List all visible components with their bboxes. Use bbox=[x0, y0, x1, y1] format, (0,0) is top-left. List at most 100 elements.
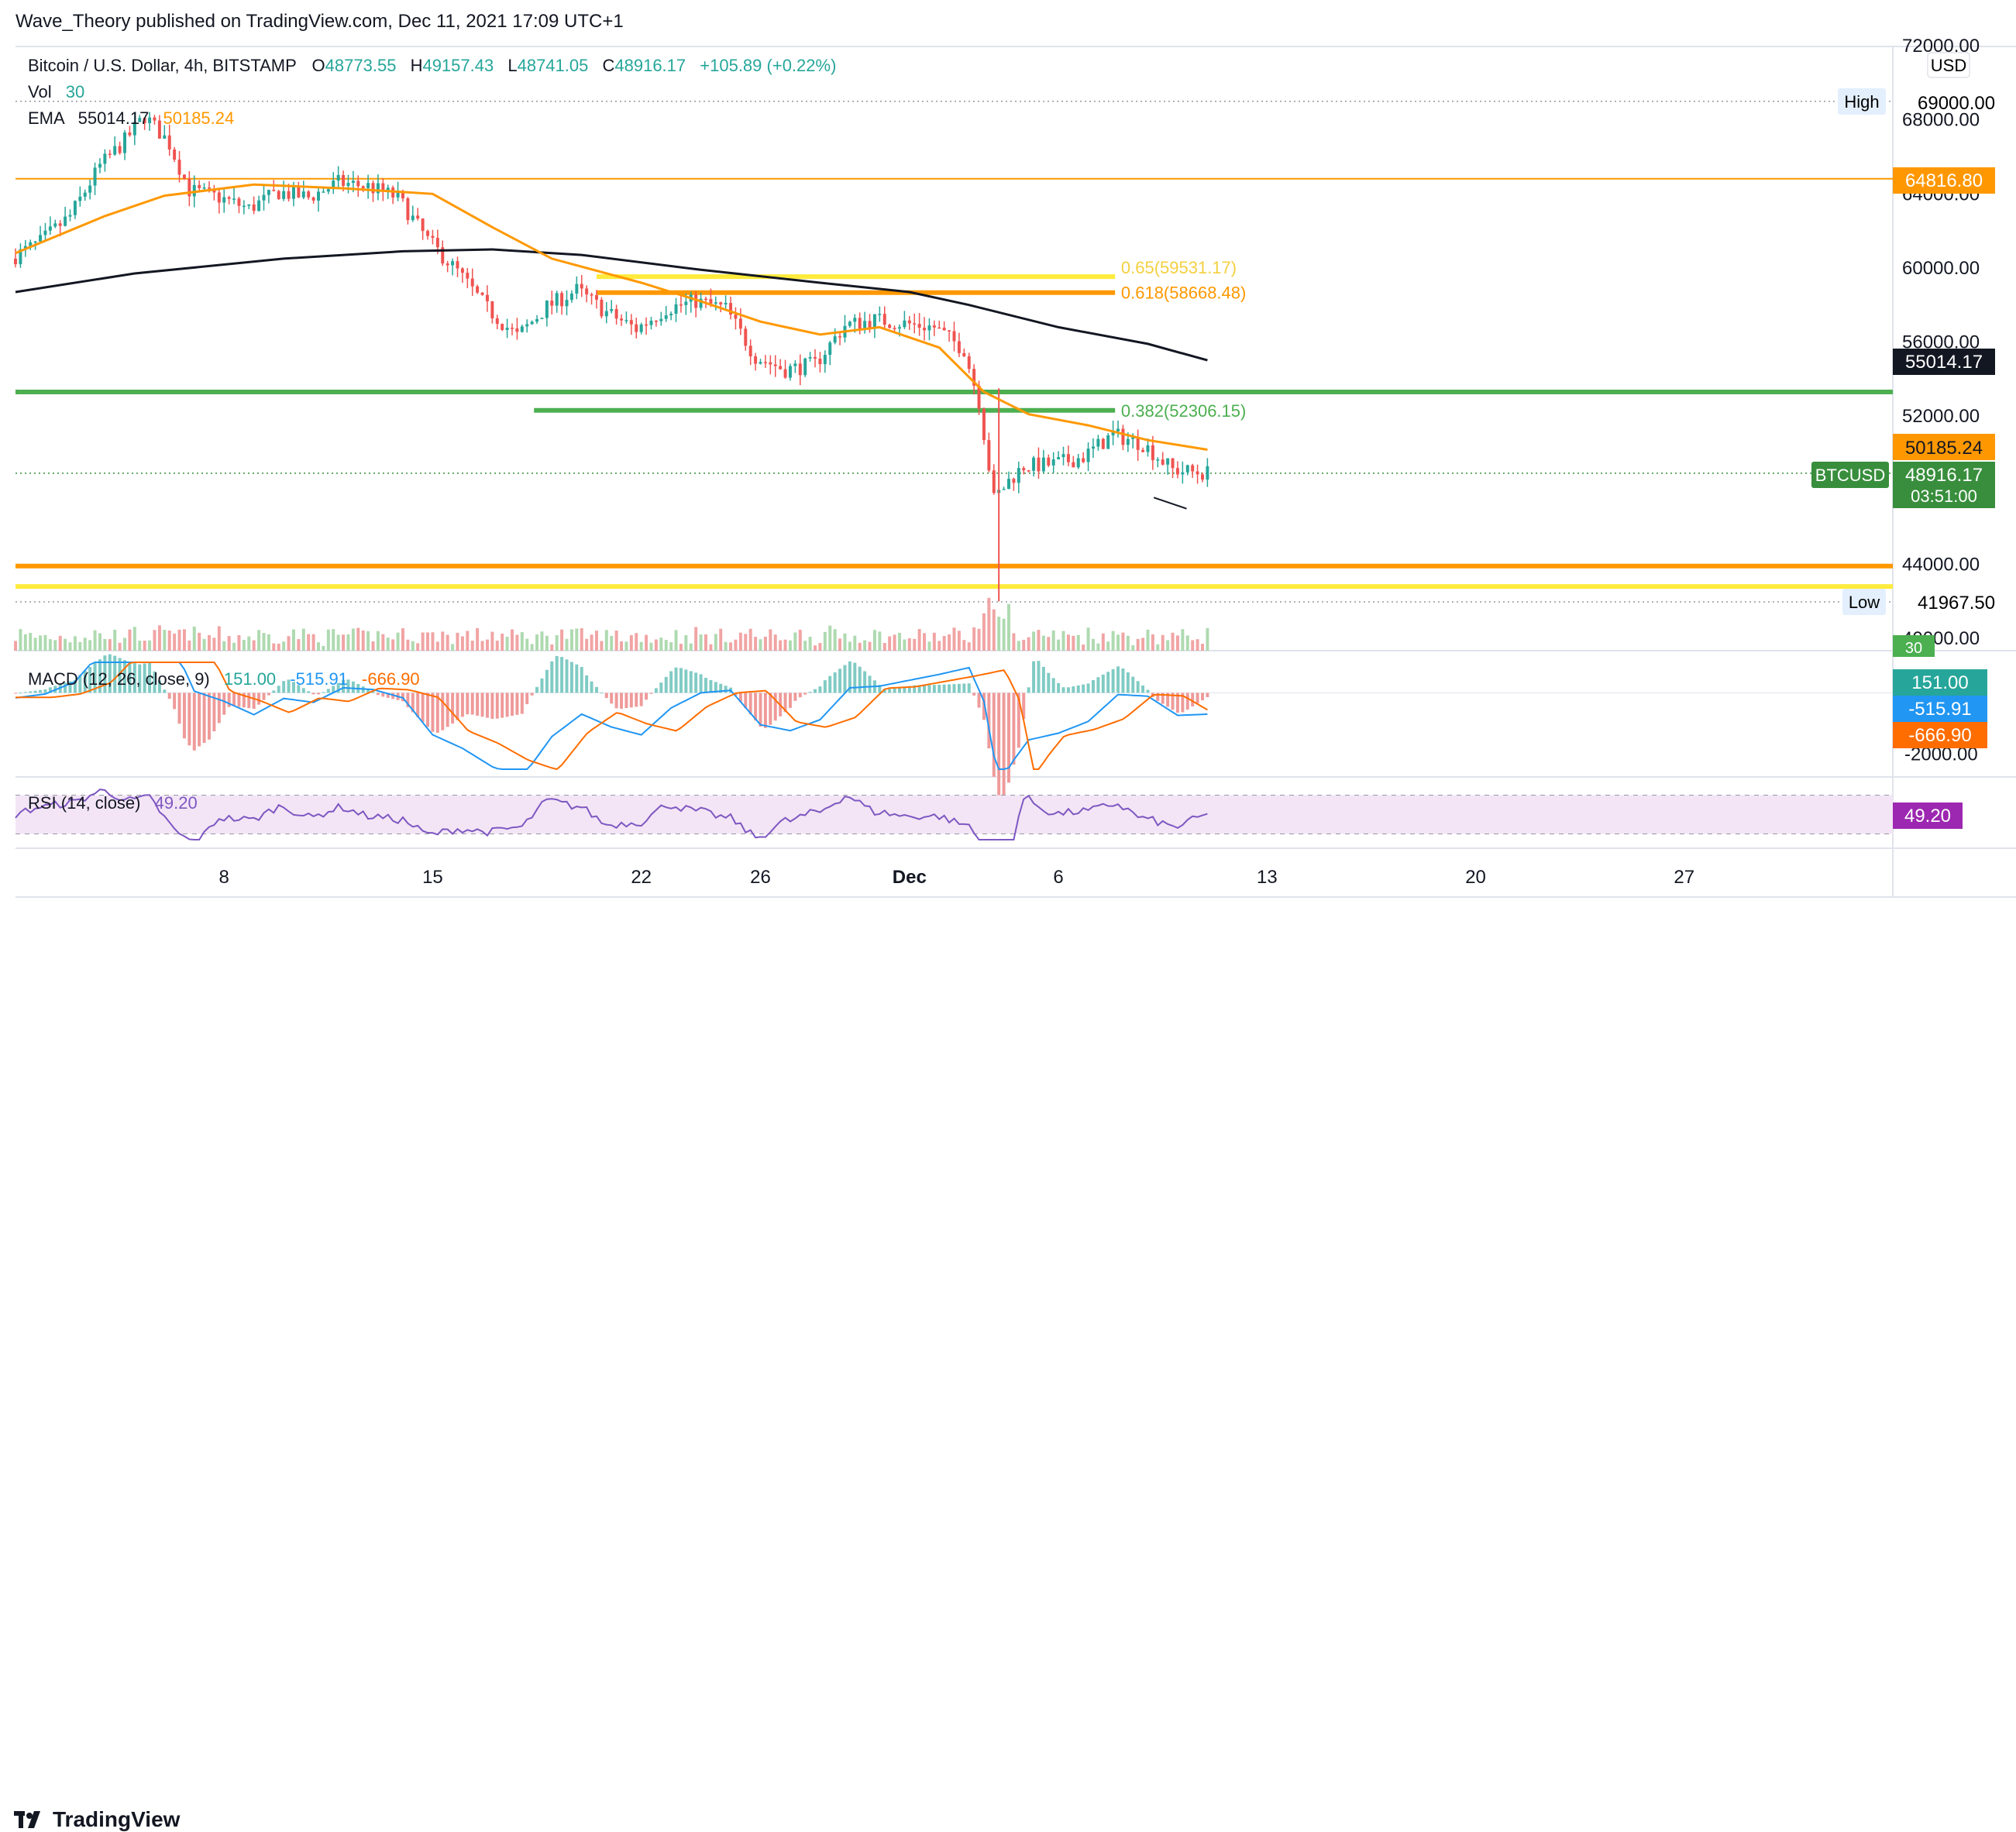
volume-bar bbox=[451, 644, 455, 651]
candle bbox=[624, 311, 628, 324]
volume-bar bbox=[525, 638, 529, 651]
candle bbox=[798, 354, 802, 386]
macd-hist-bar bbox=[1111, 669, 1115, 693]
volume-bar bbox=[585, 638, 589, 651]
volume-bar bbox=[1032, 631, 1036, 651]
price-chart[interactable]: 0.65(59531.17) 0.618(58668.48) 0.382(52306… bbox=[0, 0, 2016, 953]
macd-hist-bar bbox=[1156, 693, 1160, 701]
volume-bar bbox=[143, 641, 146, 651]
macd-hist-bar bbox=[108, 654, 112, 693]
macd-signal-line bbox=[15, 662, 1208, 771]
volume-bar bbox=[878, 631, 882, 651]
chart-frame bbox=[15, 46, 2016, 898]
volume-bar bbox=[93, 630, 97, 651]
candle bbox=[143, 118, 146, 130]
candle-body bbox=[808, 356, 812, 359]
volume-bar bbox=[33, 638, 37, 651]
macd-line-badge-value: -515.91 bbox=[1908, 699, 1971, 720]
candle-body bbox=[714, 302, 717, 304]
volume-bar bbox=[1121, 632, 1125, 651]
volume-bar bbox=[1126, 635, 1130, 651]
macd-hist-bar bbox=[734, 693, 738, 696]
candle bbox=[1061, 446, 1065, 466]
macd-hist-bar bbox=[923, 685, 927, 693]
currency-chip[interactable] bbox=[1927, 52, 1970, 78]
candle bbox=[441, 240, 445, 266]
candle-body bbox=[167, 135, 171, 150]
volume-bar bbox=[182, 629, 186, 651]
candle bbox=[232, 187, 236, 205]
macd-hist-bar bbox=[232, 693, 236, 706]
candle bbox=[1156, 457, 1160, 468]
candle bbox=[838, 332, 842, 345]
candle-body bbox=[719, 302, 723, 304]
volume-bar bbox=[1116, 634, 1120, 651]
macd-hist-bar bbox=[550, 661, 554, 693]
candle-body bbox=[480, 292, 484, 295]
volume-bar bbox=[882, 643, 886, 651]
macd-hist-bar bbox=[535, 686, 539, 693]
macd-hist-bar bbox=[88, 666, 92, 693]
candle-body bbox=[1151, 445, 1154, 461]
tradingview-logo[interactable]: TradingView bbox=[14, 1807, 180, 1832]
macd-hist-bar bbox=[659, 682, 663, 693]
volume-badge-value: 30 bbox=[1905, 640, 1922, 657]
volume-bar bbox=[476, 627, 480, 651]
macd-hist-bar bbox=[748, 693, 752, 715]
ema-50-line bbox=[15, 183, 1208, 451]
macd-hist-bar bbox=[485, 693, 489, 718]
macd-hist-bar bbox=[569, 662, 573, 693]
last-price-symbol: BTCUSD bbox=[1815, 466, 1885, 485]
volume-bar bbox=[569, 629, 573, 651]
volume-bar bbox=[898, 632, 901, 651]
macd-hist-bar bbox=[594, 686, 598, 693]
volume-bar bbox=[788, 640, 792, 651]
macd-hist-bar bbox=[1116, 666, 1120, 693]
candle-body bbox=[982, 408, 986, 441]
volume-bar bbox=[376, 631, 380, 651]
candle bbox=[560, 290, 564, 315]
macd-hist-bar bbox=[714, 682, 717, 693]
macd-hist-bar bbox=[952, 684, 956, 693]
chart-footer: TradingView bbox=[0, 899, 2016, 1831]
candle-body bbox=[470, 278, 474, 287]
volume-bar bbox=[610, 635, 614, 651]
high-badge-label: High bbox=[1844, 92, 1879, 112]
macd-hist-bar bbox=[893, 688, 896, 693]
volume-bar bbox=[396, 632, 400, 651]
macd-hist-bar bbox=[123, 660, 127, 693]
candle bbox=[639, 322, 643, 335]
macd-hist-bar bbox=[987, 693, 991, 749]
candle bbox=[635, 318, 638, 339]
candle-body bbox=[550, 301, 554, 306]
time-tick-label: 20 bbox=[1465, 867, 1486, 888]
volume-bar bbox=[982, 613, 986, 651]
candle bbox=[1111, 421, 1115, 445]
candle-body bbox=[515, 328, 519, 332]
candle-body bbox=[456, 261, 459, 269]
bar-countdown: 03:51:00 bbox=[1911, 486, 1977, 506]
volume-bars bbox=[14, 597, 1209, 651]
candle bbox=[460, 267, 464, 284]
macd-hist-bar bbox=[704, 678, 707, 693]
macd-hist-bar bbox=[972, 693, 976, 696]
candle bbox=[202, 183, 206, 191]
candle bbox=[113, 136, 117, 156]
candle-body bbox=[346, 183, 350, 186]
macd-hist-bar bbox=[187, 693, 191, 746]
candle-body bbox=[108, 153, 112, 155]
candle-body bbox=[297, 186, 301, 198]
candle bbox=[187, 170, 191, 207]
volume-bar bbox=[545, 635, 549, 651]
macd-hist-bar bbox=[982, 693, 986, 720]
candle bbox=[297, 181, 301, 198]
candle-body bbox=[1096, 438, 1100, 447]
macd-hist-bar bbox=[217, 693, 221, 724]
macd-hist-bar bbox=[624, 693, 628, 709]
candle bbox=[317, 186, 321, 212]
macd-hist-bar bbox=[818, 686, 822, 693]
candle bbox=[645, 317, 648, 335]
ema-lines bbox=[15, 183, 1208, 451]
volume-bar bbox=[1096, 643, 1100, 651]
candle bbox=[878, 306, 882, 322]
